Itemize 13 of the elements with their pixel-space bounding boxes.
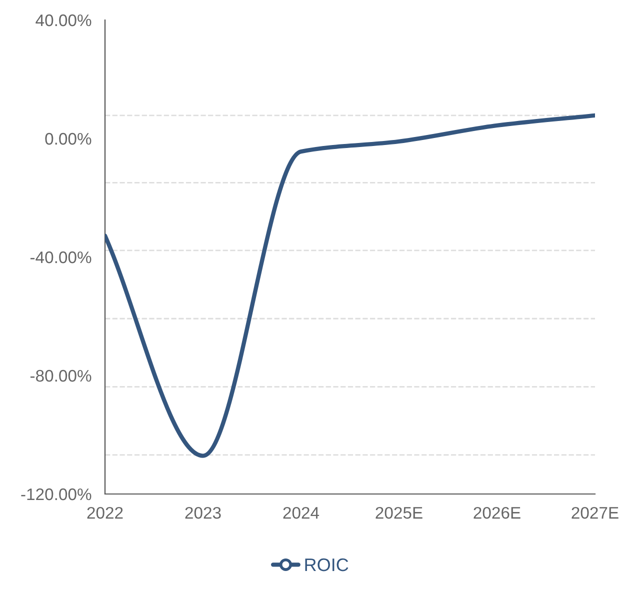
y-tick-label: -120.00% xyxy=(21,488,92,500)
line-series xyxy=(105,113,595,458)
x-tick-label: 2022 xyxy=(87,506,123,519)
x-tick-label: 2027E xyxy=(572,506,618,519)
x-tick-label: 2023 xyxy=(185,506,221,519)
x-tick-label: 2024 xyxy=(283,506,320,519)
y-tick-label: -80.00% xyxy=(30,370,92,382)
y-tick-label: 40.00% xyxy=(36,14,92,26)
x-tick-label: 2025E xyxy=(376,506,422,519)
x-tick-label: 2026E xyxy=(474,506,520,519)
legend-label: ROIC xyxy=(305,558,348,572)
y-tick-label: 0.00% xyxy=(45,132,92,145)
y-tick-label: -40.00% xyxy=(30,251,92,264)
